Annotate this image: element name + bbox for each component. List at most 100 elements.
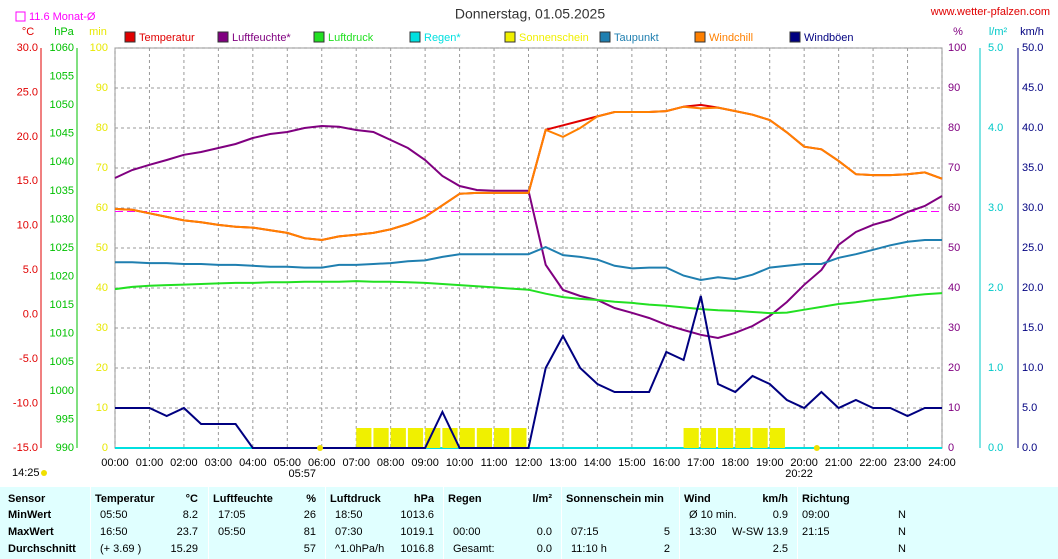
table-cell: ^1.0hPa/h (335, 543, 385, 555)
axis-unit: min (89, 26, 107, 38)
summary-table: Sensor Temperatur °C Luftfeuchte% Luftdruck h… (0, 487, 1058, 559)
table-cell: Sonnenschein min (566, 493, 664, 505)
legend-label: Temperatur (139, 32, 195, 44)
bar (752, 428, 768, 448)
bar (425, 428, 441, 448)
table-cell: Temperatur (95, 493, 155, 505)
column-divider (561, 487, 562, 559)
x-tick-label: 14:00 (584, 457, 612, 469)
y-tick-label: 35.0 (1022, 162, 1043, 174)
table-cell: 1019.1 (400, 526, 434, 538)
y-tick-label: 0 (948, 442, 954, 454)
legend-swatch (504, 31, 516, 43)
y-tick-label: -10.0 (13, 397, 38, 409)
table-cell: 18:50 (335, 509, 363, 521)
table-cell: N (898, 543, 906, 555)
bar (373, 428, 389, 448)
table-cell: 17:05 (218, 509, 246, 521)
y-tick-label: 60 (948, 202, 960, 214)
source: www.wetter-pfalzen.com (930, 6, 1050, 18)
y-tick-label: 30 (948, 322, 960, 334)
y-tick-label: 1025 (50, 242, 74, 254)
series-line (115, 295, 942, 449)
table-cell: km/h (762, 493, 788, 505)
table-cell: 2 (663, 543, 670, 555)
x-tick-label: 19:00 (756, 457, 784, 469)
y-tick-label: 0.0 (988, 442, 1003, 454)
axis-unit: hPa (54, 26, 74, 38)
sunset-label: 20:22 (785, 468, 813, 480)
table-cell: 05:50 (100, 509, 128, 521)
column-divider (325, 487, 326, 559)
y-tick-label: 20 (948, 362, 960, 374)
y-tick-label: 15.0 (1022, 322, 1043, 334)
x-tick-label: 18:00 (721, 457, 749, 469)
bar (735, 428, 751, 448)
table-cell: 07:15 (571, 526, 599, 538)
x-tick-label: 03:00 (205, 457, 233, 469)
y-tick-label: 1.0 (988, 362, 1003, 374)
x-tick-label: 05:00 (274, 457, 302, 469)
table-cell: 8.2 (182, 509, 198, 521)
table-cell: 1016.8 (400, 543, 434, 555)
y-tick-label: 90 (948, 82, 960, 94)
x-tick-label: 06:00 (308, 457, 336, 469)
x-tick-label: 08:00 (377, 457, 405, 469)
y-tick-label: 5.0 (1022, 402, 1037, 414)
table-cell: Richtung (802, 493, 850, 505)
y-tick-label: 25.0 (1022, 242, 1043, 254)
legend-label: Sonnenschein (519, 32, 589, 44)
y-tick-label: 1045 (50, 128, 74, 140)
column-divider (208, 487, 209, 559)
x-tick-label: 20:00 (790, 457, 818, 469)
series-line (115, 239, 942, 282)
y-tick-label: 1000 (50, 385, 74, 397)
table-cell: 07:30 (335, 526, 363, 538)
table-cell: Sensor (8, 493, 46, 505)
x-tick-label: 13:00 (549, 457, 577, 469)
table-cell: 0.0 (536, 543, 552, 555)
y-tick-label: 60 (96, 202, 108, 214)
table-cell: 00:00 (453, 526, 481, 538)
y-tick-label: 0.0 (23, 309, 38, 321)
table-cell: 26 (303, 509, 316, 521)
y-tick-label: 1050 (50, 99, 74, 111)
bar (494, 428, 510, 448)
bar (476, 428, 493, 448)
legend-label: Windböen (804, 32, 854, 44)
bar (407, 428, 424, 448)
table-cell: 23.7 (176, 526, 198, 538)
table-cell: Durchschnitt (8, 543, 76, 555)
x-tick-label: 22:00 (859, 457, 887, 469)
table-cell: 81 (303, 526, 316, 538)
y-tick-label: 10 (948, 402, 960, 414)
table-cell: 1013.6 (400, 509, 434, 521)
table-cell: hPa (413, 493, 434, 505)
table-cell: Ø 10 min. (689, 509, 737, 521)
table-cell: 57 (303, 543, 316, 555)
y-tick-label: 1015 (50, 299, 74, 311)
x-tick-label: 23:00 (894, 457, 922, 469)
x-tick-label: 02:00 (170, 457, 198, 469)
table-cell: l/m² (532, 493, 552, 505)
y-tick-label: 1060 (50, 42, 74, 54)
table-cell: Wind (684, 493, 711, 505)
table-cell: MaxWert (8, 526, 54, 538)
bar (511, 428, 527, 448)
y-tick-label: 25.0 (17, 86, 38, 98)
x-tick-label: 10:00 (446, 457, 474, 469)
column-divider (797, 487, 798, 559)
y-tick-label: 10.0 (17, 220, 38, 232)
legend-swatch (409, 31, 421, 43)
table-cell: Luftfeuchte (213, 493, 273, 505)
legend-label: Taupunkt (614, 32, 659, 44)
table-cell: °C (185, 493, 198, 505)
y-tick-label: 40 (948, 282, 960, 294)
legend-swatch (124, 31, 136, 43)
table-cell: 2.5 (772, 543, 788, 555)
legend-label: Regen* (424, 32, 461, 44)
table-cell: 15.29 (170, 543, 198, 555)
x-tick-label: 11:00 (481, 457, 508, 469)
axis-unit: % (953, 26, 963, 38)
